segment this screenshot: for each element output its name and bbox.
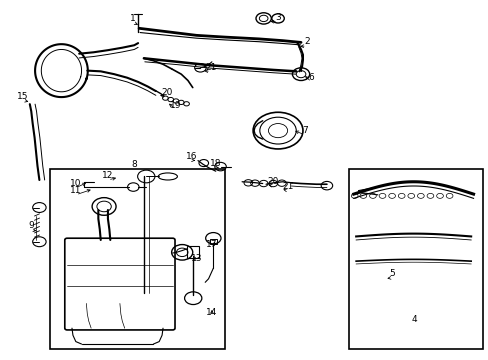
Text: 21: 21 [282, 182, 293, 191]
Bar [209, 239, 217, 244]
Text: 8: 8 [131, 159, 137, 168]
Text: 1: 1 [130, 14, 136, 23]
Text: 21: 21 [205, 63, 216, 72]
Text: 9: 9 [28, 221, 34, 230]
Text: 5: 5 [388, 269, 394, 278]
Bar [348, 170, 482, 349]
Text: 15: 15 [17, 91, 29, 100]
Text: 2: 2 [304, 37, 309, 46]
Text: 13: 13 [190, 254, 202, 263]
Text: 4: 4 [411, 315, 417, 324]
Text: 10: 10 [70, 179, 81, 188]
Text: 19: 19 [169, 101, 181, 110]
Text: 6: 6 [308, 73, 314, 82]
Text: 16: 16 [185, 152, 197, 161]
Text: 3: 3 [275, 13, 280, 22]
Text: 17: 17 [206, 240, 217, 249]
Text: 12: 12 [102, 171, 113, 180]
Text: 20: 20 [267, 177, 278, 186]
Text: 14: 14 [206, 308, 217, 317]
Text: 20: 20 [161, 88, 172, 97]
Text: 11: 11 [70, 186, 81, 195]
Bar [186, 246, 199, 258]
Text: 7: 7 [302, 126, 307, 135]
Bar [50, 170, 225, 349]
Text: 18: 18 [209, 158, 221, 167]
